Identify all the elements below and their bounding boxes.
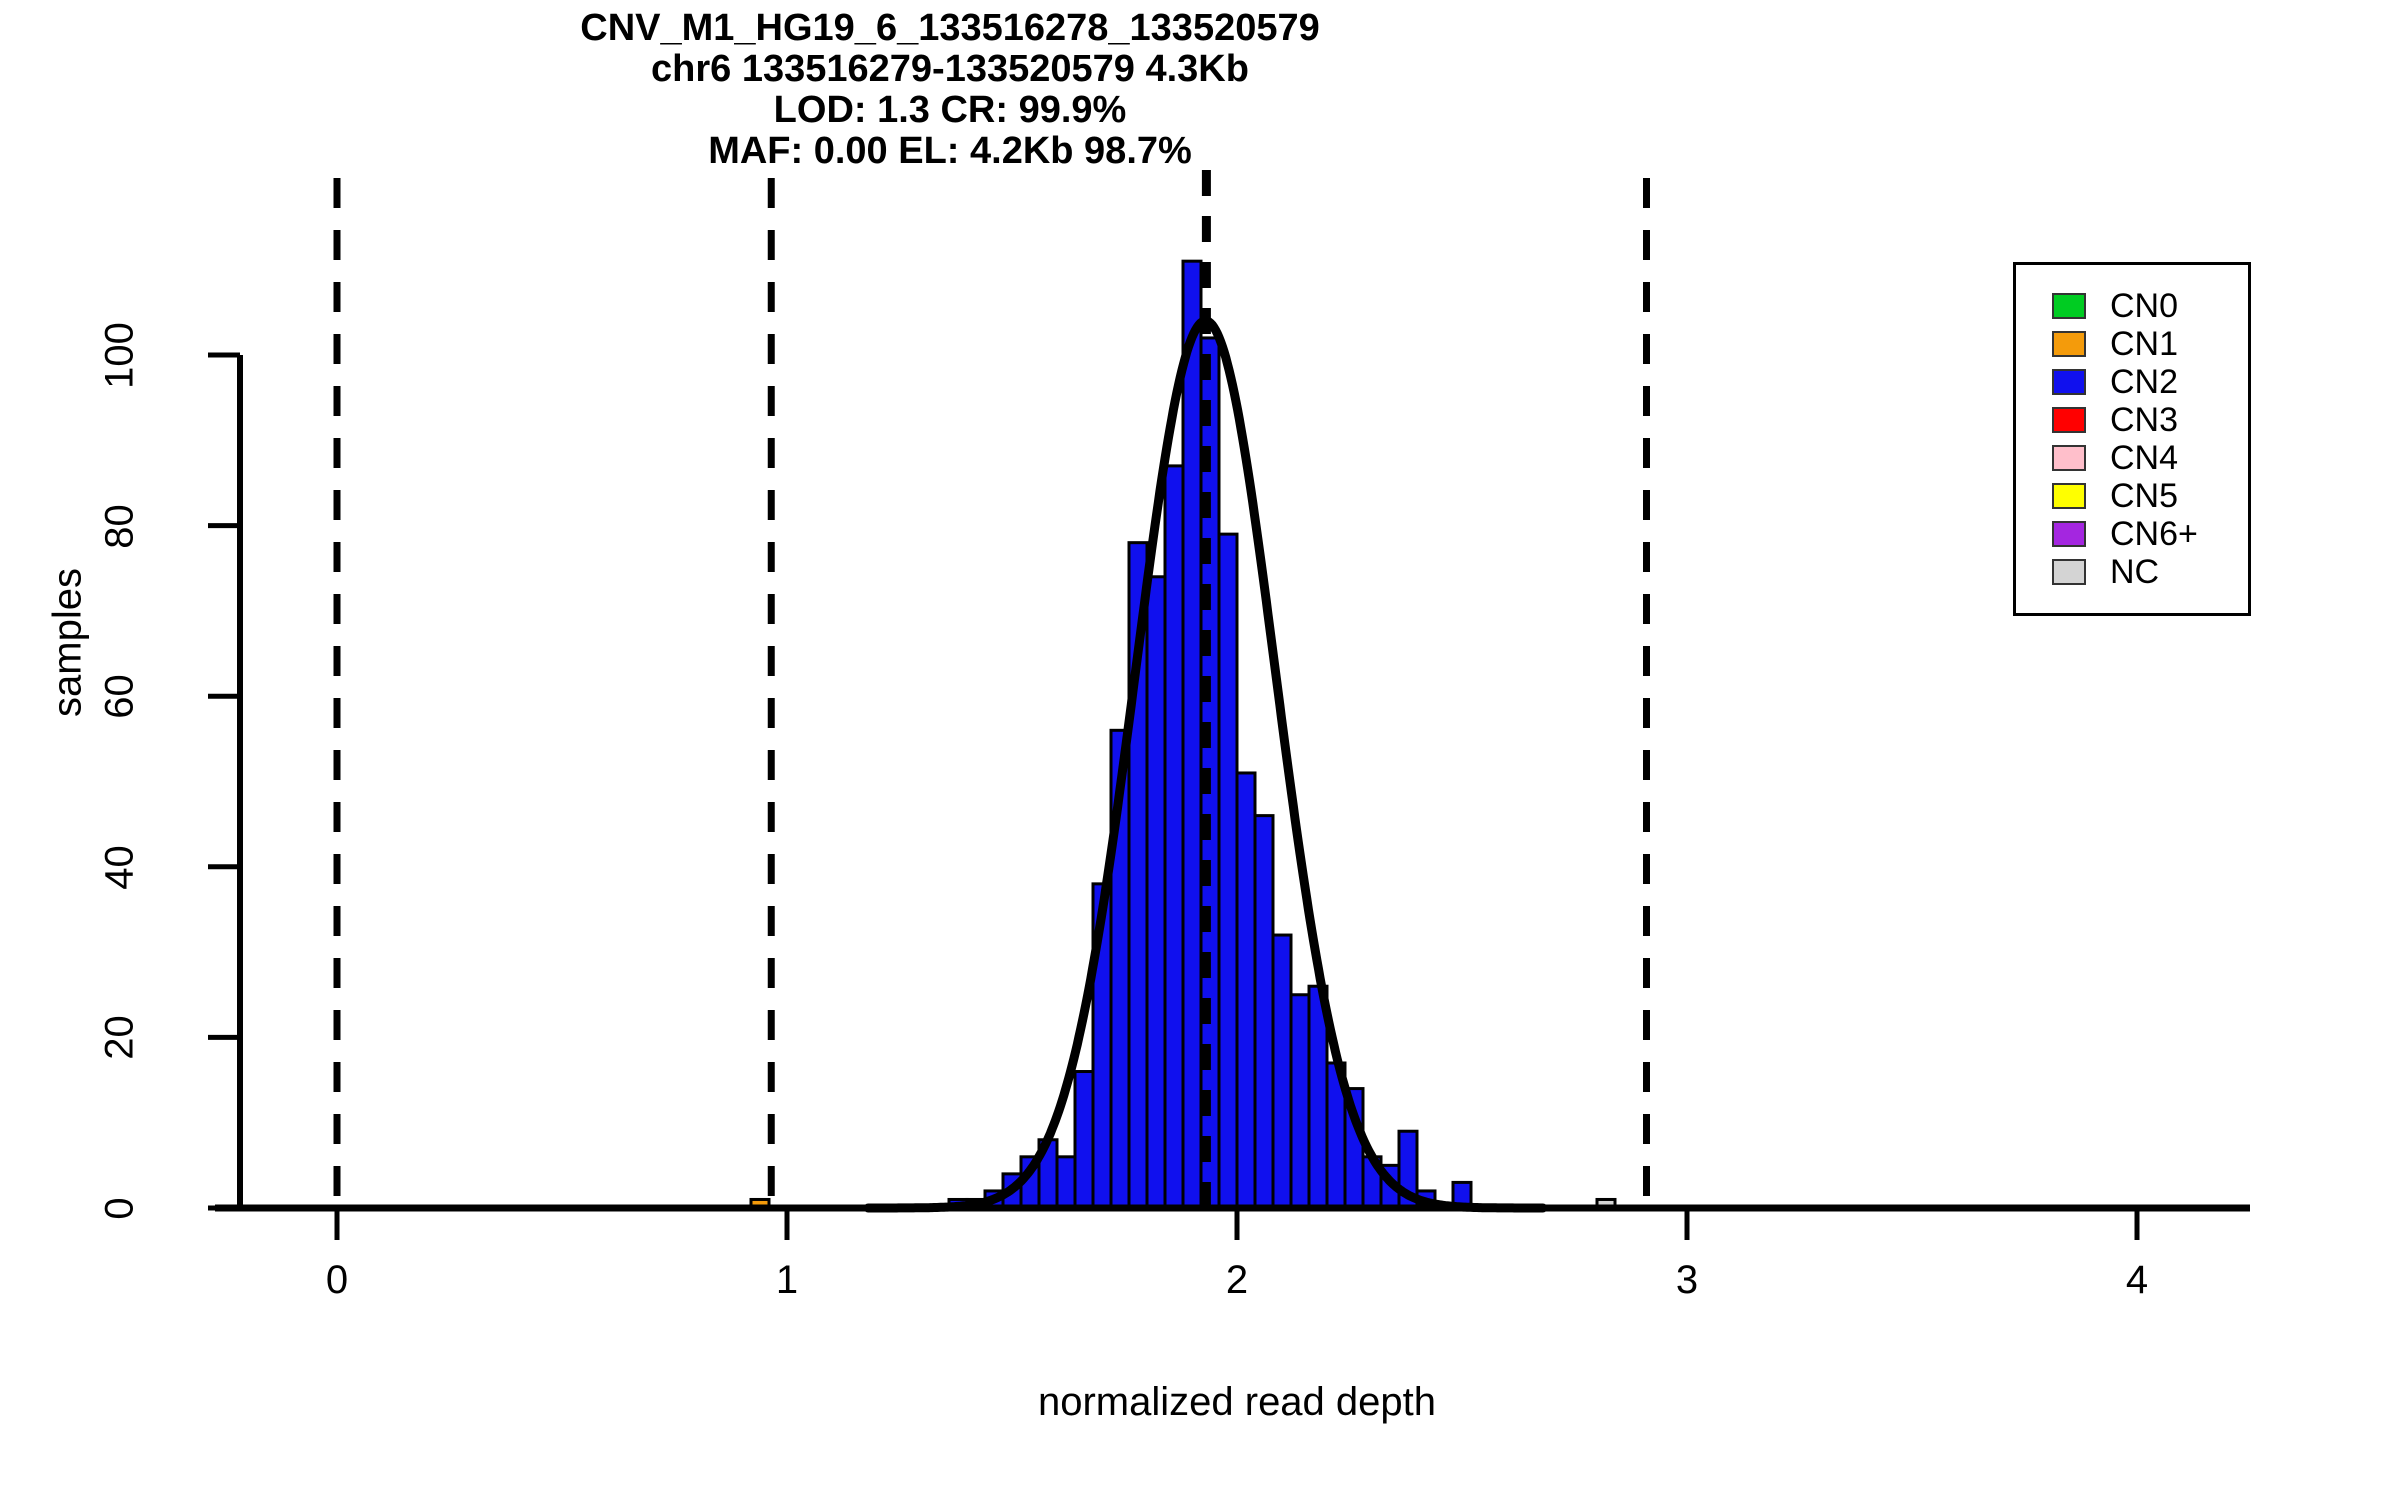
legend-swatch-icon	[2052, 407, 2086, 433]
copy-number-legend: CN0 CN1 CN2 CN3 CN4 CN5 CN6+ NC	[2013, 262, 2251, 616]
histogram-bar	[1253, 814, 1275, 1210]
legend-item-cn4: CN4	[2016, 439, 2248, 477]
legend-item-cn6plus: CN6+	[2016, 515, 2248, 553]
legend-label: CN2	[2110, 363, 2179, 401]
legend-label: CN0	[2110, 287, 2179, 325]
histogram-bar	[1163, 464, 1185, 1210]
y-tick-label: 20	[97, 1015, 142, 1061]
title-line-4: MAF: 0.00 EL: 4.2Kb 98.7%	[708, 130, 1192, 172]
histogram-bar	[1055, 1155, 1077, 1210]
x-tick-label: 3	[1675, 1258, 1699, 1302]
histogram-bar	[1235, 771, 1257, 1210]
legend-label: CN4	[2110, 439, 2179, 477]
y-tick-label: 100	[97, 322, 142, 389]
legend-item-nc: NC	[2016, 553, 2248, 591]
title-line-3: LOD: 1.3 CR: 99.9%	[773, 89, 1127, 131]
title-line-2: chr6 133516279-133520579 4.3Kb	[651, 48, 1249, 90]
histogram-bar	[1073, 1070, 1095, 1210]
legend-item-cn5: CN5	[2016, 477, 2248, 515]
legend-item-cn2: CN2	[2016, 363, 2248, 401]
x-tick-label: 4	[2125, 1258, 2149, 1302]
legend-swatch-icon	[2052, 559, 2086, 585]
title-line-1: CNV_M1_HG19_6_133516278_133520579	[580, 7, 1320, 49]
y-tick-label: 40	[97, 845, 142, 890]
legend-swatch-icon	[2052, 445, 2086, 471]
y-tick-label: 80	[97, 503, 142, 549]
legend-swatch-icon	[2052, 369, 2086, 395]
legend-swatch-icon	[2052, 521, 2086, 547]
legend-swatch-icon	[2052, 331, 2086, 357]
histogram-bar	[1289, 993, 1311, 1210]
histogram-bar	[1181, 259, 1203, 1210]
y-axis-title: samples	[45, 568, 90, 717]
legend-label: CN5	[2110, 477, 2179, 515]
chart-title-block: CNV_M1_HG19_6_133516278_133520579 chr6 1…	[0, 8, 1900, 172]
legend-label: CN3	[2110, 401, 2179, 439]
y-tick-label: 60	[97, 674, 142, 719]
legend-item-cn3: CN3	[2016, 401, 2248, 439]
histogram-bar	[1145, 575, 1167, 1210]
x-tick-label: 0	[325, 1258, 349, 1302]
x-axis-title: normalized read depth	[1037, 1380, 1437, 1424]
legend-swatch-icon	[2052, 293, 2086, 319]
legend-swatch-icon	[2052, 483, 2086, 509]
y-tick-label: 0	[97, 1197, 142, 1220]
histogram-bar	[1217, 532, 1239, 1210]
legend-label: NC	[2110, 553, 2160, 591]
legend-label: CN1	[2110, 325, 2179, 363]
x-tick-label: 1	[775, 1258, 799, 1302]
histogram-bar	[1271, 933, 1293, 1210]
legend-item-cn1: CN1	[2016, 325, 2248, 363]
legend-label: CN6+	[2110, 515, 2198, 553]
x-tick-label: 2	[1225, 1258, 1249, 1302]
legend-item-cn0: CN0	[2016, 287, 2248, 325]
